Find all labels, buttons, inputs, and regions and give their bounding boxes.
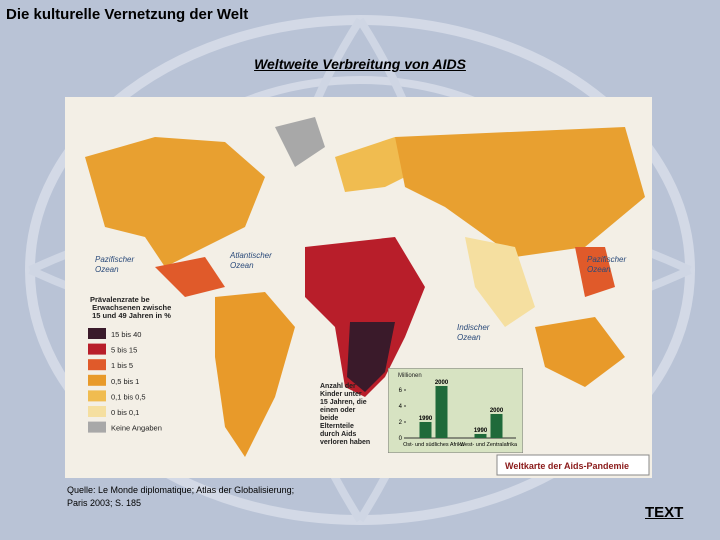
y-tick-label: 2 [399,420,403,426]
source: Quelle: Le Monde diplomatique; Atlas der… [67,484,294,510]
legend-label: 0,5 bis 1 [111,377,139,386]
legend-swatch [88,390,106,402]
bar [490,414,503,438]
source-line: Paris 2003; S. 185 [67,498,142,508]
bar [435,386,448,438]
bar [474,434,487,438]
legend-title: Prävalenzrate be Erwachsenen zwische 15 … [90,295,171,320]
legend-label: 0 bis 0,1 [111,408,139,417]
unit-label: Millionen [398,373,422,379]
ocean-label: Indischer Ozean [457,323,490,342]
bar-label: 1990 [419,416,433,422]
ocean-label: Atlantischer Ozean [229,251,272,270]
bar-label: 1990 [474,428,488,434]
source-line: Quelle: Le Monde diplomatique; Atlas der… [67,485,295,495]
y-tick-label: 4 [399,404,403,410]
slide-subtitle: Weltweite Verbreitung von AIDS [254,56,466,72]
legend-swatch [88,328,106,339]
bar-label: 2000 [490,408,504,414]
x-tick-label: West- und Zentralafrika [460,442,518,448]
x-tick-label: Ost- und südliches Afrika [403,442,465,448]
y-tick-label: 6 [399,388,403,394]
legend-swatch [88,343,106,355]
y-tick-label: 0 [399,436,403,442]
map: Pazifischer Ozean Atlantischer Ozean Indisch… [65,97,652,478]
slide-title: Die kulturelle Vernetzung der Welt [6,6,249,23]
map-caption: Weltkarte der Aids-Pandemie [505,461,629,471]
legend-label: 5 bis 15 [111,346,137,355]
inset-note: Anzahl der Kinder unter 15 Jahren, die eine… [320,383,370,446]
legend-label: Keine Angaben [111,424,162,433]
ocean-label: Pazifischer Ozean [95,255,134,274]
inset-chart: Millionen 0 2 4 6 Ost- und südliches Afrika 19… [388,368,523,453]
ocean-label: Pazifischer Ozean [587,255,626,274]
legend-label: 0,1 bis 0,5 [111,392,146,401]
legend-swatch [88,406,106,417]
legend-swatch [88,421,106,433]
legend-swatch [88,374,106,386]
legend-label: 15 bis 40 [111,330,141,339]
text-button[interactable]: TEXT [645,504,684,521]
legend-label: 1 bis 5 [111,361,133,370]
bar-label: 2000 [435,380,449,386]
bar [419,422,432,438]
legend-swatch [88,359,106,371]
